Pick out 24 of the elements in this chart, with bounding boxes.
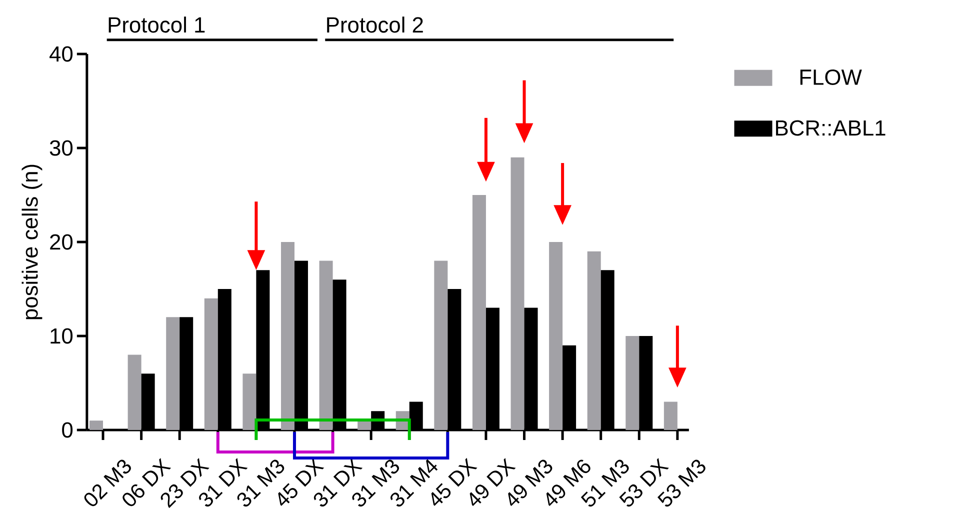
bar xyxy=(166,317,180,430)
bar xyxy=(626,336,640,430)
y-tick-label: 10 xyxy=(50,328,73,344)
y-tick-label: 20 xyxy=(50,234,73,250)
text: Protocol 2 xyxy=(327,16,423,33)
bar xyxy=(128,354,142,430)
bar xyxy=(510,157,524,430)
y-tick-label: 0 xyxy=(62,422,73,438)
bar xyxy=(664,402,678,430)
bar xyxy=(549,242,563,430)
bar xyxy=(472,194,486,430)
y-axis-title: positive cells (n) xyxy=(22,164,42,320)
bar xyxy=(280,242,294,430)
bar xyxy=(434,260,448,430)
y-tick-label: 30 xyxy=(50,140,73,156)
text: Protocol 1 xyxy=(108,16,205,33)
bar xyxy=(587,251,601,430)
bar xyxy=(90,420,104,430)
bar xyxy=(319,260,333,430)
legend-label: BCR::ABL1 xyxy=(776,120,886,136)
legend-label: FLOW xyxy=(800,69,862,85)
bar xyxy=(242,374,256,430)
bar xyxy=(204,298,218,430)
y-tick-label: 40 xyxy=(50,46,73,62)
